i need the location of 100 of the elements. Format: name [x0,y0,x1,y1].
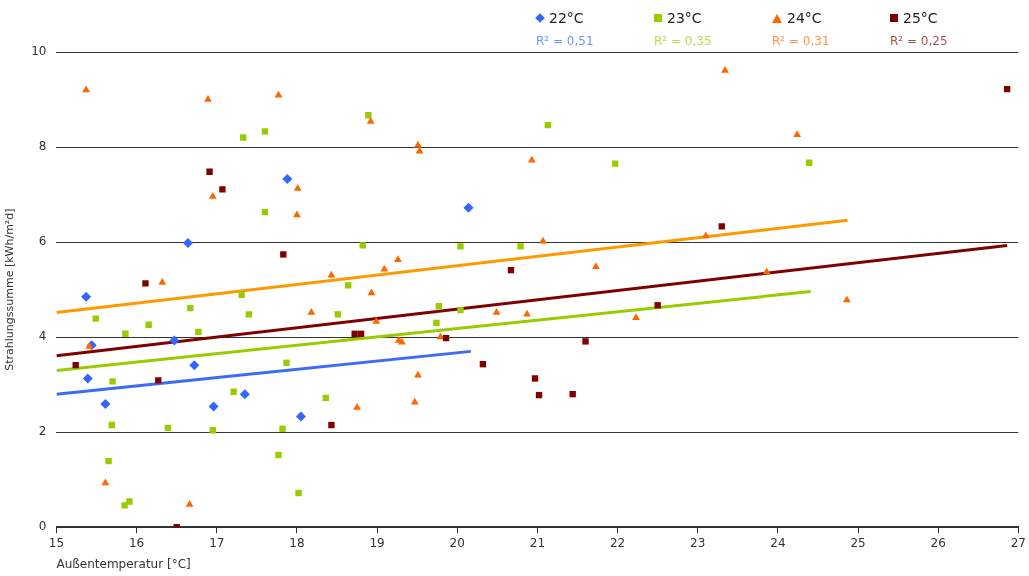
text: R² = 0,31 [772,34,831,48]
point [366,116,375,124]
point [632,313,640,320]
point [105,457,112,465]
point [280,251,287,258]
legend-label: 24°C [787,10,822,26]
legend-label: 22°C [549,10,584,26]
y-tick-label: 6 [38,234,47,249]
legend-label: 25°C [903,10,938,26]
y-tick-label: 4 [38,329,47,344]
x-tick-label: 19 [369,535,385,550]
point [204,95,212,102]
point [398,337,406,345]
point [351,330,358,337]
point [721,66,729,73]
legend-label: 23°C [667,10,702,26]
point [523,309,531,317]
point [283,359,290,366]
point [492,307,501,315]
point [122,330,129,337]
point [293,183,302,191]
x-tick-label: 16 [128,535,145,550]
point [142,280,149,287]
point [145,321,152,328]
point [372,316,381,324]
point [126,498,133,505]
y-tick-label: 10 [31,44,47,59]
x-tick-label: 27 [1010,535,1027,550]
y-tick-label: 8 [38,139,47,154]
x-tick-label: 21 [529,535,546,550]
point [527,155,536,163]
point [345,282,352,289]
point [230,388,237,395]
point [367,288,376,296]
x-tick-label: 17 [209,535,225,550]
point [155,377,162,384]
point [592,262,600,270]
point [208,191,217,199]
point [295,411,306,422]
point [353,402,361,410]
point [158,277,167,285]
x-tick-label: 15 [48,535,65,550]
point [208,401,219,412]
x-tick-label: 24 [770,535,786,550]
point [654,302,661,309]
text: R² = 0,51 [536,34,595,48]
point [611,160,619,167]
point [295,489,302,497]
point [82,373,93,384]
point [762,267,771,275]
point [531,375,539,382]
point [793,130,802,137]
point [279,425,286,433]
point [380,264,389,272]
point [359,242,366,249]
point [187,304,194,312]
point [206,168,213,175]
point [718,223,725,230]
point [842,295,851,303]
point [274,90,283,98]
point [517,243,524,250]
point [182,238,193,249]
point [415,146,424,154]
point [100,399,111,410]
point [327,270,336,278]
y-tick-label: 2 [38,424,47,439]
point [239,389,250,400]
point [240,134,247,141]
point [82,85,91,93]
point [582,338,589,345]
x-tick-label: 20 [449,535,465,550]
point [457,243,464,250]
point [275,451,282,459]
point [433,319,440,327]
point [307,307,316,315]
point [457,306,464,314]
x-tick-label: 23 [690,535,706,550]
point [195,328,202,336]
point [261,128,269,135]
text: R² = 0,35 [654,34,713,48]
point [293,210,301,218]
point [219,186,226,193]
point [81,291,92,302]
point [185,499,194,507]
x-tick-label: 26 [930,535,946,550]
y-tick-label: 0 [38,519,47,534]
x-axis-title: Außentemperatur [°C] [56,556,191,571]
point [109,378,116,385]
point [101,478,110,486]
point [328,421,335,429]
point [169,335,180,346]
point [463,202,474,213]
y-axis-title: Strahlungssumme [kWh/m²d] [3,208,17,371]
point [238,291,245,299]
point [701,231,710,239]
point [394,255,402,262]
point [282,173,293,184]
text: R² = 0,25 [890,34,949,48]
x-tick-label: 25 [850,535,866,550]
x-tick-label: 22 [609,535,626,550]
